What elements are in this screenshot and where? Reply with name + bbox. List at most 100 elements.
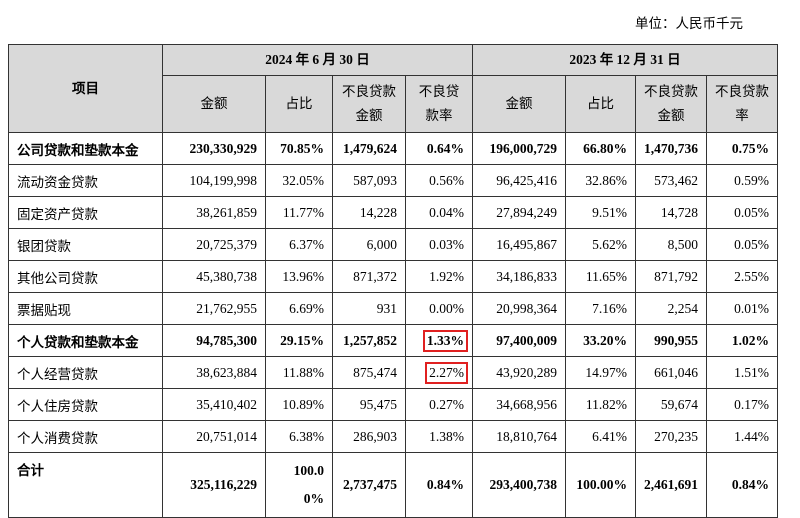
total-share-value: 100.00% (293, 463, 324, 506)
header-period-2024: 2024 年 6 月 30 日 (162, 44, 473, 76)
cell-share-2023: 11.82% (565, 388, 636, 421)
cell-npl-ratio-2024: 0.00% (405, 292, 473, 325)
cell-share-2024: 100.00% (265, 452, 333, 518)
header-share: 占比 (265, 75, 333, 133)
cell-amount-2024: 20,725,379 (162, 228, 266, 261)
cell-npl-amount-2023: 1,470,736 (635, 132, 707, 165)
cell-amount-2024: 38,261,859 (162, 196, 266, 229)
table-row: 个人住房贷款 35,410,402 10.89% 95,475 0.27% 34,668,… (8, 388, 778, 421)
header-npl-ratio: 不良贷款率 (405, 75, 473, 133)
cell-npl-amount-2024: 875,474 (332, 356, 406, 389)
cell-share-2023: 32.86% (565, 164, 636, 197)
table-row: 固定资产贷款 38,261,859 11.77% 14,228 0.04% 27,894,… (8, 196, 778, 229)
cell-amount-2023: 293,400,738 (472, 452, 566, 518)
header-amount: 金额 (472, 75, 566, 133)
table-row: 流动资金贷款 104,199,998 32.05% 587,093 0.56% 96,42… (8, 164, 778, 197)
highlighted-value: 1.33% (422, 329, 468, 352)
cell-share-2024: 70.85% (265, 132, 333, 165)
cell-amount-2024: 325,116,229 (162, 452, 266, 518)
cell-share-2023: 33.20% (565, 324, 636, 357)
cell-npl-amount-2023: 661,046 (635, 356, 707, 389)
cell-npl-ratio-2023: 0.05% (706, 228, 778, 261)
cell-amount-2024: 104,199,998 (162, 164, 266, 197)
cell-share-2024: 32.05% (265, 164, 333, 197)
cell-npl-ratio-2024: 0.04% (405, 196, 473, 229)
row-label: 个人经营贷款 (8, 356, 163, 389)
table-row: 个人经营贷款 38,623,884 11.88% 875,474 2.27% 43,920… (8, 356, 778, 389)
cell-npl-amount-2024: 14,228 (332, 196, 406, 229)
header-item: 项目 (8, 44, 163, 133)
cell-npl-ratio-2023: 0.75% (706, 132, 778, 165)
table-row: 票据贴现 21,762,955 6.69% 931 0.00% 20,998,364 7.1… (8, 292, 778, 325)
cell-amount-2024: 21,762,955 (162, 292, 266, 325)
total-label: 合计 (8, 452, 163, 518)
header-amount: 金额 (162, 75, 266, 133)
cell-share-2023: 6.41% (565, 420, 636, 453)
total-row: 合计 325,116,229 100.00% 2,737,475 0.84% 293,40… (8, 452, 778, 518)
cell-share-2023: 9.51% (565, 196, 636, 229)
header-share: 占比 (565, 75, 636, 133)
table-row: 其他公司贷款 45,380,738 13.96% 871,372 1.92% 34,186… (8, 260, 778, 293)
row-label: 其他公司贷款 (8, 260, 163, 293)
cell-npl-amount-2024: 931 (332, 292, 406, 325)
cell-npl-ratio-2024: 0.27% (405, 388, 473, 421)
cell-share-2023: 11.65% (565, 260, 636, 293)
cell-amount-2024: 94,785,300 (162, 324, 266, 357)
cell-share-2024: 10.89% (265, 388, 333, 421)
cell-npl-ratio-2023: 1.51% (706, 356, 778, 389)
row-label: 个人贷款和垫款本金 (8, 324, 163, 357)
cell-npl-amount-2024: 2,737,475 (332, 452, 406, 518)
cell-npl-amount-2024: 6,000 (332, 228, 406, 261)
cell-npl-ratio-2023: 0.84% (706, 452, 778, 518)
table-row: 公司贷款和垫款本金 230,330,929 70.85% 1,479,624 0.64%… (8, 132, 778, 165)
highlighted-value: 2.27% (425, 361, 468, 384)
cell-share-2024: 6.37% (265, 228, 333, 261)
cell-npl-ratio-2024: 1.33% (405, 324, 473, 357)
cell-amount-2023: 34,668,956 (472, 388, 566, 421)
row-label: 个人住房贷款 (8, 388, 163, 421)
row-label: 票据贴现 (8, 292, 163, 325)
cell-npl-amount-2024: 95,475 (332, 388, 406, 421)
cell-share-2023: 14.97% (565, 356, 636, 389)
cell-share-2023: 100.00% (565, 452, 636, 518)
cell-amount-2024: 20,751,014 (162, 420, 266, 453)
cell-amount-2023: 27,894,249 (472, 196, 566, 229)
row-label: 固定资产贷款 (8, 196, 163, 229)
cell-npl-amount-2024: 1,257,852 (332, 324, 406, 357)
header-period-2023: 2023 年 12 月 31 日 (472, 44, 778, 76)
table-row: 个人贷款和垫款本金 94,785,300 29.15% 1,257,852 1.33% 9… (8, 324, 778, 357)
cell-npl-amount-2023: 573,462 (635, 164, 707, 197)
table-row: 个人消费贷款 20,751,014 6.38% 286,903 1.38% 18,810,… (8, 420, 778, 453)
cell-npl-ratio-2023: 2.55% (706, 260, 778, 293)
row-label: 流动资金贷款 (8, 164, 163, 197)
cell-npl-amount-2023: 8,500 (635, 228, 707, 261)
cell-amount-2023: 18,810,764 (472, 420, 566, 453)
cell-share-2023: 7.16% (565, 292, 636, 325)
cell-npl-amount-2023: 2,461,691 (635, 452, 707, 518)
cell-share-2024: 11.77% (265, 196, 333, 229)
cell-amount-2024: 230,330,929 (162, 132, 266, 165)
cell-npl-amount-2023: 59,674 (635, 388, 707, 421)
header-npl-amount: 不良贷款金额 (635, 75, 707, 133)
row-label: 公司贷款和垫款本金 (8, 132, 163, 165)
cell-npl-ratio-2024: 1.38% (405, 420, 473, 453)
cell-npl-ratio-2023: 1.02% (706, 324, 778, 357)
cell-amount-2023: 97,400,009 (472, 324, 566, 357)
cell-npl-ratio-2024: 0.56% (405, 164, 473, 197)
cell-amount-2023: 43,920,289 (472, 356, 566, 389)
table-row: 银团贷款 20,725,379 6.37% 6,000 0.03% 16,495,867 5… (8, 228, 778, 261)
cell-npl-amount-2023: 871,792 (635, 260, 707, 293)
cell-amount-2023: 34,186,833 (472, 260, 566, 293)
cell-npl-ratio-2023: 0.17% (706, 388, 778, 421)
cell-amount-2023: 20,998,364 (472, 292, 566, 325)
cell-npl-amount-2024: 1,479,624 (332, 132, 406, 165)
cell-share-2024: 29.15% (265, 324, 333, 357)
cell-npl-ratio-2024: 0.03% (405, 228, 473, 261)
cell-npl-amount-2023: 270,235 (635, 420, 707, 453)
cell-share-2024: 13.96% (265, 260, 333, 293)
cell-npl-ratio-2023: 1.44% (706, 420, 778, 453)
cell-share-2024: 11.88% (265, 356, 333, 389)
cell-npl-amount-2023: 14,728 (635, 196, 707, 229)
cell-npl-ratio-2024: 2.27% (405, 356, 473, 389)
row-label: 银团贷款 (8, 228, 163, 261)
